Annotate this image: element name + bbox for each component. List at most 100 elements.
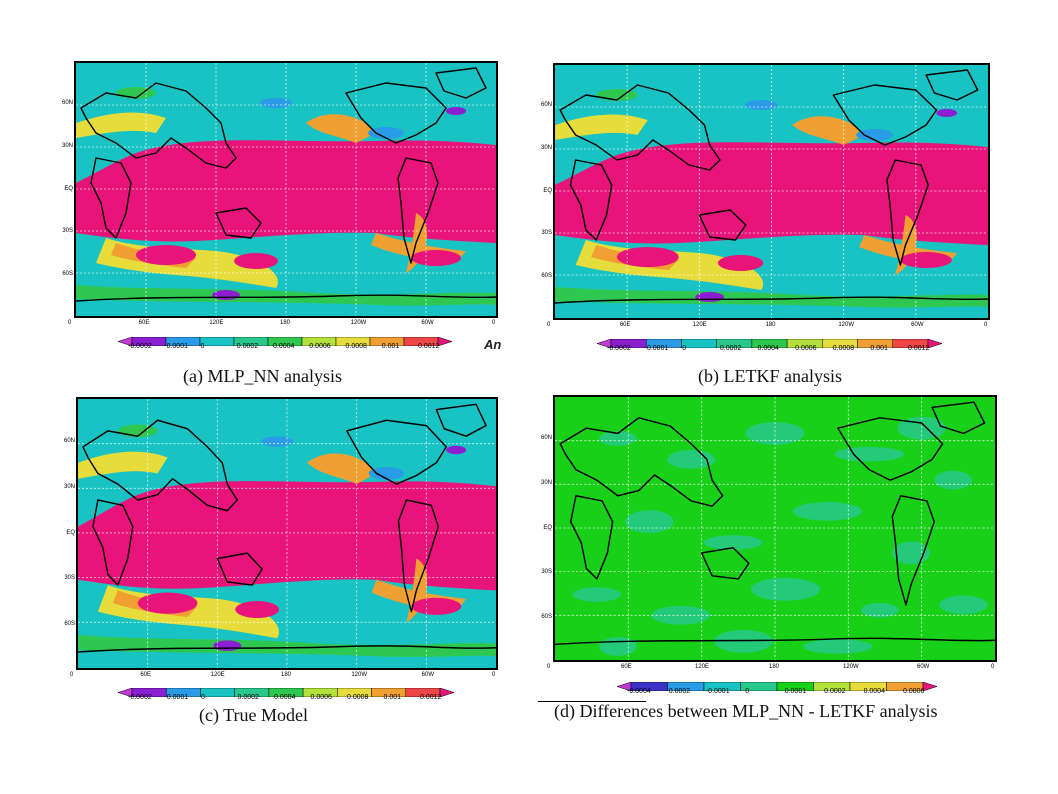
colorbar-svg-a xyxy=(117,336,453,347)
x-tick-b-5: 60W xyxy=(911,322,924,328)
colorbar-d xyxy=(616,678,938,692)
map-b-field xyxy=(555,65,988,318)
x-tick-b-2: 120E xyxy=(692,322,707,328)
colorbar-label-a-0: -0.0002 xyxy=(128,343,152,350)
colorbar-label-c-7: 0.001 xyxy=(383,694,402,701)
colorbar-label-a-8: 0.0012 xyxy=(418,343,440,350)
map-d xyxy=(553,395,997,662)
colorbar-max-a xyxy=(437,336,453,347)
colorbar-max-b xyxy=(927,338,943,349)
colorbar-a xyxy=(117,333,453,347)
colorbar-b xyxy=(596,335,943,349)
x-tick-a-6: 0 xyxy=(492,320,496,326)
y-tick-b-2: EQ xyxy=(543,187,552,194)
x-tick-b-4: 120W xyxy=(838,322,855,328)
y-ticks-c: 60N 30N EQ 30S 60S xyxy=(60,397,76,670)
x-tick-d-4: 120W xyxy=(842,664,859,670)
colorbar-label-b-1: -0.0001 xyxy=(644,345,669,352)
x-tick-c-1: 60E xyxy=(140,672,152,678)
caption-b: (b) LETKF analysis xyxy=(698,366,842,386)
x-tick-d-2: 120E xyxy=(694,664,709,670)
colorbar-label-c-2: 0 xyxy=(201,694,205,701)
y-tick-d-3: 30S xyxy=(541,568,552,575)
colorbar-max-c xyxy=(439,687,455,698)
colorbar-label-b-7: 0.001 xyxy=(870,345,888,352)
colorbar-label-d-2: -0.0001 xyxy=(705,688,730,695)
y-tick-c-0: 60N xyxy=(63,438,75,445)
x-tick-c-5: 60W xyxy=(421,672,434,678)
caption-a: (a) MLP_NN analysis xyxy=(183,366,342,386)
caption-c: (c) True Model xyxy=(199,705,308,725)
colorbar-label-d-7: 0.0006 xyxy=(903,688,925,695)
x-ticks-b: 0 60E 120E 180 120W 60W 0 xyxy=(547,322,990,330)
colorbar-label-b-2: 0 xyxy=(682,345,687,352)
y-tick-d-1: 30N xyxy=(540,479,552,486)
y-ticks-d: 60N 30N EQ 30S 60S xyxy=(537,395,553,662)
colorbar-label-a-5: 0.0006 xyxy=(309,343,331,350)
caption-d: (d) Differences between MLP_NN - LETKF a… xyxy=(554,701,938,721)
map-b xyxy=(553,63,990,320)
colorbar-label-c-1: -0.0001 xyxy=(164,694,189,701)
x-ticks-a: 0 60E 120E 180 120W 60W 0 xyxy=(68,320,498,328)
map-a xyxy=(74,61,498,318)
y-tick-a-2: EQ xyxy=(64,185,73,192)
y-tick-b-1: 30N xyxy=(540,144,552,151)
colorbar-label-d-0: -0.0004 xyxy=(627,688,651,695)
y-tick-b-4: 60S xyxy=(541,273,552,280)
colorbar-label-c-8: 0.0012 xyxy=(420,694,442,701)
colorbar-label-d-1: -0.0002 xyxy=(666,688,691,695)
x-tick-b-0: 0 xyxy=(547,322,551,328)
y-tick-c-1: 30N xyxy=(63,483,75,490)
colorbar-label-d-4: 0.0001 xyxy=(784,688,807,695)
colorbar-c xyxy=(117,684,455,698)
y-ticks-a: 60N 30N EQ 30S 60S xyxy=(58,61,74,318)
y-tick-d-2: EQ xyxy=(543,524,552,531)
y-ticks-b: 60N 30N EQ 30S 60S xyxy=(537,63,553,320)
map-a-field xyxy=(76,63,496,316)
colorbar-label-b-0: -0.0002 xyxy=(607,345,631,352)
x-tick-c-6: 0 xyxy=(492,672,496,678)
x-tick-b-3: 180 xyxy=(765,322,776,328)
caption-rule-d xyxy=(538,701,646,702)
colorbar-label-a-4: 0.0004 xyxy=(273,343,295,350)
colorbar-label-b-4: 0.0004 xyxy=(757,345,779,352)
y-tick-a-0: 60N xyxy=(61,99,73,106)
map-d-field xyxy=(555,397,995,660)
colorbar-labels-d: -0.0004 -0.0002 -0.0001 0 0.0001 0.0002 0.0004… xyxy=(617,688,937,697)
x-tick-a-4: 120W xyxy=(350,320,367,326)
x-tick-a-1: 60E xyxy=(138,320,150,326)
colorbar-labels-c: -0.0002 -0.0001 0 0.0002 0.0004 0.0006 0.0008 0… xyxy=(118,694,454,703)
y-tick-a-1: 30N xyxy=(61,142,73,149)
colorbar-label-a-7: 0.001 xyxy=(381,343,400,350)
y-tick-c-3: 30S xyxy=(64,574,75,581)
x-tick-d-3: 180 xyxy=(769,664,780,670)
y-tick-c-2: EQ xyxy=(66,529,75,536)
colorbar-label-c-5: 0.0006 xyxy=(310,694,332,701)
x-tick-a-2: 120E xyxy=(209,320,224,326)
cut-label-a: An xyxy=(484,337,502,352)
colorbar-label-d-6: 0.0004 xyxy=(863,688,885,695)
colorbar-labels-b: -0.0002 -0.0001 0 0.0002 0.0004 0.0006 0.0008 0… xyxy=(597,345,942,354)
colorbar-svg-c xyxy=(117,687,455,698)
x-tick-d-6: 0 xyxy=(991,664,995,670)
colorbar-label-b-6: 0.0008 xyxy=(832,345,855,352)
x-tick-d-0: 0 xyxy=(547,664,551,670)
colorbar-label-c-6: 0.0008 xyxy=(347,694,369,701)
colorbar-labels-a: -0.0002 -0.0001 0 0.0002 0.0004 0.0006 0.0008 0… xyxy=(118,343,452,352)
colorbar-label-a-6: 0.0008 xyxy=(345,343,367,350)
x-tick-c-0: 0 xyxy=(70,672,74,678)
colorbar-max-d xyxy=(922,681,938,692)
colorbar-label-a-3: 0.0002 xyxy=(236,343,259,350)
x-tick-a-0: 0 xyxy=(68,320,72,326)
x-ticks-d: 0 60E 120E 180 120W 60W 0 xyxy=(547,664,997,672)
colorbar-label-b-3: 0.0002 xyxy=(719,345,742,352)
map-c xyxy=(76,397,498,670)
colorbar-label-c-0: -0.0002 xyxy=(128,694,152,701)
y-tick-d-0: 60N xyxy=(540,435,552,442)
x-tick-a-3: 180 xyxy=(280,320,291,326)
x-tick-b-6: 0 xyxy=(984,322,988,328)
y-tick-c-4: 60S xyxy=(64,620,75,627)
y-tick-b-0: 60N xyxy=(540,101,552,108)
x-tick-d-1: 60E xyxy=(620,664,632,670)
x-tick-d-5: 60W xyxy=(917,664,930,670)
